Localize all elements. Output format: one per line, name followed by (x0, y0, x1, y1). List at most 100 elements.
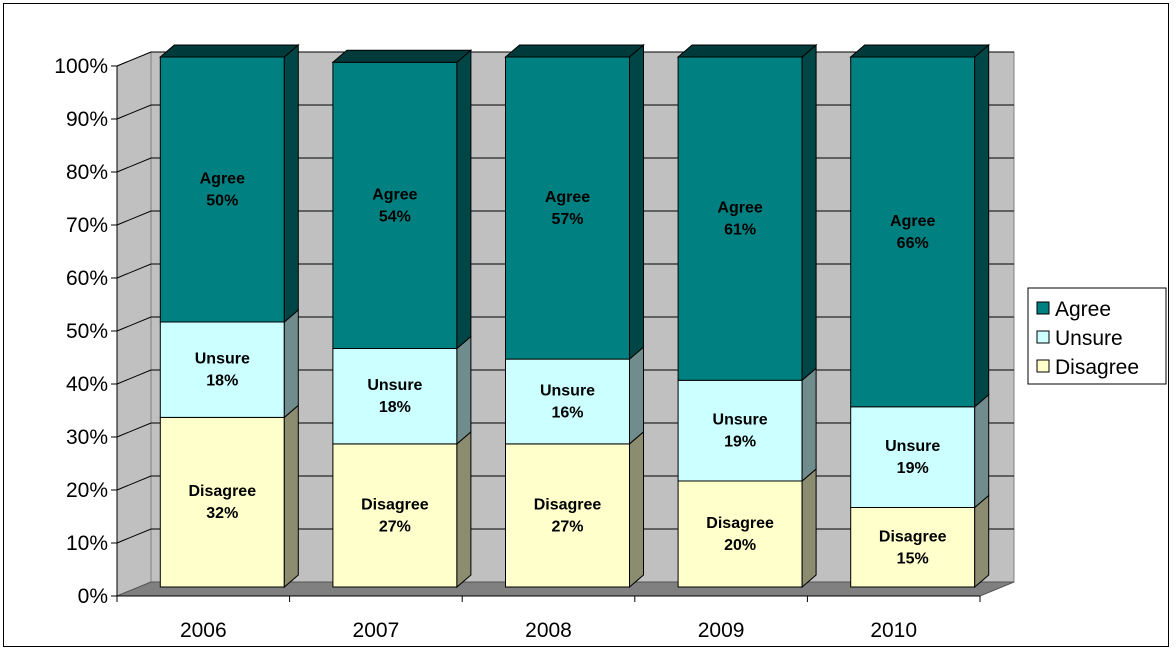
segment-value-label: 66% (897, 235, 929, 252)
segment-value-label: 54% (379, 208, 411, 225)
bar-front (505, 358, 630, 445)
segment-name-label: Agree (717, 200, 762, 217)
segment-value-label: 19% (897, 460, 929, 477)
bar-segment-unsure-2008: Unsure 16% (505, 346, 644, 445)
bar-side (456, 335, 472, 445)
segment-name-label: Agree (200, 171, 245, 188)
bar-front (850, 406, 976, 508)
bar-segment-unsure-2006: Unsure 18% (159, 308, 299, 419)
y-tick-label: 90% (66, 108, 108, 131)
bar-side (456, 49, 472, 350)
x-tick-label: 2009 (698, 619, 745, 642)
x-tick-label: 2006 (180, 619, 227, 642)
bar-segment-agree-2010: Agree 66% (849, 43, 991, 408)
bar-front (159, 56, 285, 323)
legend-swatch (1036, 330, 1050, 344)
bar-side (283, 404, 299, 589)
bar-front (332, 61, 458, 350)
bar-segment-agree-2006: Agree 50% (158, 43, 300, 324)
segment-value-label: 32% (206, 505, 238, 522)
segment-name-label: Disagree (534, 496, 602, 513)
segment-name-label: Agree (890, 213, 935, 230)
bar-side (629, 346, 644, 445)
bar-top (331, 49, 473, 63)
bar-side (283, 43, 299, 324)
bar-side (801, 467, 817, 589)
bar-segment-unsure-2007: Unsure 18% (332, 335, 472, 445)
bar-front (332, 348, 458, 445)
y-tick-label: 80% (66, 161, 108, 184)
bar-front (505, 56, 630, 360)
segment-name-label: Disagree (706, 515, 774, 532)
bar-front (850, 56, 976, 408)
bar-segment-unsure-2009: Unsure 19% (677, 367, 817, 483)
segment-value-label: 27% (551, 518, 583, 535)
legend-swatch (1036, 359, 1050, 373)
segment-name-label: Unsure (885, 438, 940, 455)
bar-top (849, 44, 991, 58)
segment-name-label: Unsure (195, 351, 250, 368)
segment-name-label: Unsure (713, 412, 768, 429)
bar-segment-disagree-2009: Disagree 20% (677, 467, 817, 589)
bar-front (677, 480, 803, 588)
bar-top (158, 44, 300, 58)
bar-front (677, 379, 803, 482)
segment-value-label: 27% (379, 518, 411, 535)
x-tick-label: 2010 (870, 619, 917, 642)
bar-segment-unsure-2010: Unsure 19% (850, 393, 990, 509)
bar-side (456, 430, 472, 589)
bar-front (159, 416, 285, 588)
bar-segment-disagree-2006: Disagree 32% (159, 404, 299, 589)
tick-labels: 0% 10% 20% 30% 40% 50% 60% 70% 80% 90% 100% 2006 200… (54, 55, 917, 642)
x-tick-label: 2008 (525, 619, 572, 642)
legend: Agree Unsure Disagree (1027, 287, 1167, 385)
legend-label: Disagree (1055, 356, 1139, 379)
segment-name-label: Disagree (879, 528, 947, 545)
segment-value-label: 18% (379, 399, 411, 416)
segment-name-label: Unsure (540, 383, 595, 400)
segment-name-label: Unsure (367, 377, 422, 394)
y-tick-label: 70% (66, 214, 108, 237)
axes (111, 65, 981, 602)
bar-front (677, 56, 803, 381)
bar-side (974, 43, 990, 408)
y-tick-label: 20% (66, 479, 108, 502)
y-tick-label: 100% (54, 55, 108, 78)
segment-value-label: 16% (551, 405, 583, 422)
bar-segment-disagree-2007: Disagree 27% (332, 430, 472, 589)
bar-top (676, 44, 818, 58)
segment-name-label: Agree (372, 186, 417, 203)
bar-segment-disagree-2010: Disagree 15% (850, 494, 990, 589)
bars: Disagree 32% Unsure 18% Agree 50% Disagree 27% U… (158, 43, 991, 589)
y-tick-label: 10% (66, 532, 108, 555)
y-tick-label: 30% (66, 426, 108, 449)
bar-segment-agree-2007: Agree 54% (331, 49, 473, 350)
bar-front (505, 443, 630, 588)
bar-segment-agree-2009: Agree 61% (676, 43, 818, 382)
bar-segment-agree-2008: Agree 57% (504, 43, 645, 361)
bar-front (850, 507, 976, 588)
bar-side (801, 43, 817, 382)
segment-value-label: 61% (724, 222, 756, 239)
legend-label: Agree (1055, 298, 1111, 321)
segment-value-label: 15% (897, 550, 929, 567)
y-tick-label: 60% (66, 267, 108, 290)
y-tick-label: 50% (66, 320, 108, 343)
segment-value-label: 20% (724, 537, 756, 554)
segment-name-label: Disagree (189, 483, 257, 500)
segment-value-label: 50% (206, 193, 238, 210)
bar-side (974, 494, 990, 589)
segment-value-label: 57% (551, 211, 583, 228)
y-tick-label: 0% (78, 585, 108, 608)
bar-side (629, 43, 644, 361)
bar-side (283, 308, 299, 419)
bar-front (159, 321, 285, 418)
bar-segment-disagree-2008: Disagree 27% (505, 430, 644, 589)
legend-swatch (1036, 301, 1050, 315)
legend-box (1027, 287, 1167, 385)
x-tick-label: 2007 (353, 619, 400, 642)
segment-value-label: 19% (724, 434, 756, 451)
segment-name-label: Agree (545, 189, 590, 206)
y-tick-label: 40% (66, 373, 108, 396)
legend-label: Unsure (1055, 327, 1123, 350)
